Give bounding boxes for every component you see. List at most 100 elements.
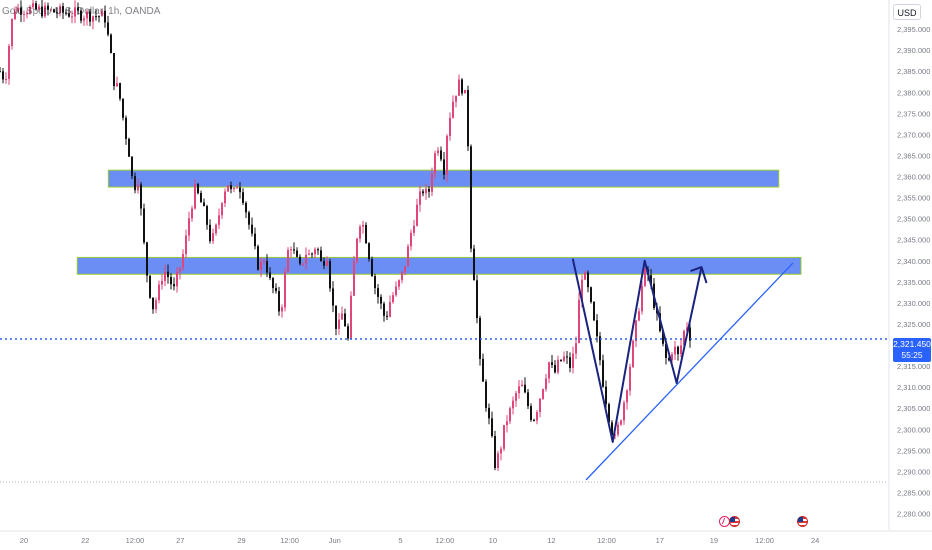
candle-body xyxy=(401,271,403,281)
candle-body xyxy=(278,291,280,312)
candle-body xyxy=(155,300,157,310)
candle-body xyxy=(650,275,652,284)
wave-pattern-drawing[interactable] xyxy=(571,258,703,443)
time-axis-label: 12:00 xyxy=(597,536,616,545)
candle-body xyxy=(263,261,265,263)
candle-body xyxy=(416,204,418,226)
price-axis-label: 2,335.000 xyxy=(897,278,930,287)
candle-body xyxy=(590,287,592,303)
candle-body xyxy=(581,279,583,300)
candle-body xyxy=(20,7,22,15)
candle-body xyxy=(446,135,448,175)
candle-body xyxy=(671,354,673,361)
candle-body xyxy=(122,98,124,118)
candle-body xyxy=(626,390,628,403)
candle-body xyxy=(218,215,220,225)
candle-body xyxy=(572,353,574,368)
price-axis-label: 2,375.000 xyxy=(897,109,930,118)
price-axis-label: 2,380.000 xyxy=(897,88,930,97)
candle-body xyxy=(608,404,610,423)
candle-body xyxy=(194,183,196,209)
time-axis-label: 17 xyxy=(656,536,664,545)
candle-body xyxy=(641,285,643,312)
current-price-tag: 2,321.450 55:25 xyxy=(893,338,931,362)
us-event-icon[interactable] xyxy=(729,516,740,527)
us-event-icon[interactable] xyxy=(797,516,808,527)
candle-body xyxy=(293,249,295,251)
candle-body xyxy=(134,176,136,191)
candle-body xyxy=(266,261,268,273)
candle-body xyxy=(44,5,46,17)
price-axis-label: 2,370.000 xyxy=(897,130,930,139)
price-axis-label: 2,345.000 xyxy=(897,236,930,245)
candle-body xyxy=(515,393,517,401)
candle-body xyxy=(467,90,469,147)
candle-body xyxy=(107,22,109,35)
candle-body xyxy=(92,16,94,22)
candle-body xyxy=(11,18,13,46)
candle-body xyxy=(281,307,283,312)
candle-body xyxy=(488,407,490,419)
price-axis-label: 2,390.000 xyxy=(897,46,930,55)
ascending-trend-line[interactable] xyxy=(585,262,794,481)
candle-body xyxy=(341,313,343,320)
candle-body xyxy=(245,202,247,213)
candle-body xyxy=(374,276,376,289)
candle-body xyxy=(104,10,106,23)
time-axis-label: 22 xyxy=(81,536,89,545)
time-axis-label: 5 xyxy=(398,536,402,545)
candle-body xyxy=(491,418,493,436)
candle-body xyxy=(530,406,532,420)
candle-body xyxy=(476,280,478,318)
candle-body xyxy=(26,13,28,15)
candle-body xyxy=(539,398,541,413)
price-axis-label: 2,365.000 xyxy=(897,151,930,160)
currency-button[interactable]: USD xyxy=(893,4,921,20)
candle-body xyxy=(56,12,58,14)
candle-body xyxy=(569,357,571,368)
candle-body xyxy=(620,420,622,425)
resistance-zone-2[interactable] xyxy=(76,256,802,275)
candle-body xyxy=(143,208,145,243)
candle-body xyxy=(521,384,523,387)
candle-body xyxy=(602,360,604,387)
candle-body xyxy=(437,150,439,154)
candle-body xyxy=(452,101,454,118)
candle-body xyxy=(668,358,670,361)
time-axis-label: 10 xyxy=(489,536,497,545)
candle-body xyxy=(35,3,37,10)
candle-body xyxy=(449,117,451,136)
candle-body xyxy=(260,262,262,270)
candle-body xyxy=(380,296,382,304)
candle-body xyxy=(128,138,130,157)
candle-body xyxy=(623,402,625,421)
price-axis-label: 2,325.000 xyxy=(897,320,930,329)
candle-body xyxy=(206,206,208,225)
time-axis-label: 29 xyxy=(237,536,245,545)
candle-body xyxy=(173,284,175,287)
candle-body xyxy=(398,280,400,287)
candle-body xyxy=(359,226,361,239)
candle-body xyxy=(185,235,187,255)
candle-body xyxy=(413,225,415,233)
price-axis-label: 2,330.000 xyxy=(897,299,930,308)
time-axis-label: 12 xyxy=(547,536,555,545)
time-axis-label: 12:00 xyxy=(280,536,299,545)
candle-body xyxy=(101,10,103,17)
candle-body xyxy=(350,295,352,339)
candle-body xyxy=(269,272,271,279)
candle-body xyxy=(518,386,520,394)
candle-body xyxy=(287,250,289,272)
candle-body xyxy=(629,366,631,391)
candle-body xyxy=(533,419,535,421)
candle-body xyxy=(344,313,346,327)
candle-body xyxy=(47,5,49,10)
candle-body xyxy=(95,16,97,18)
candle-body xyxy=(83,18,85,21)
time-axis-label: 12:00 xyxy=(435,536,454,545)
candle-body xyxy=(152,297,154,310)
candle-body xyxy=(536,412,538,421)
candle-body xyxy=(119,83,121,99)
